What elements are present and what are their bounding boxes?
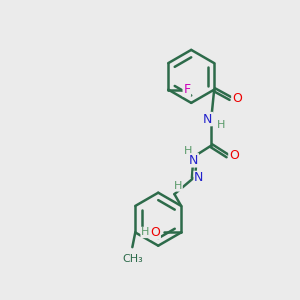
Text: CH₃: CH₃ [122,254,143,264]
Text: H: H [141,227,149,237]
Text: O: O [232,92,242,105]
Text: N: N [194,172,203,184]
Text: H: H [184,146,193,157]
Text: N: N [189,154,198,167]
Text: O: O [150,226,160,239]
Text: H: H [174,181,182,191]
Text: O: O [229,149,239,162]
Text: N: N [203,112,212,126]
Text: F: F [183,83,190,96]
Text: H: H [217,120,226,130]
